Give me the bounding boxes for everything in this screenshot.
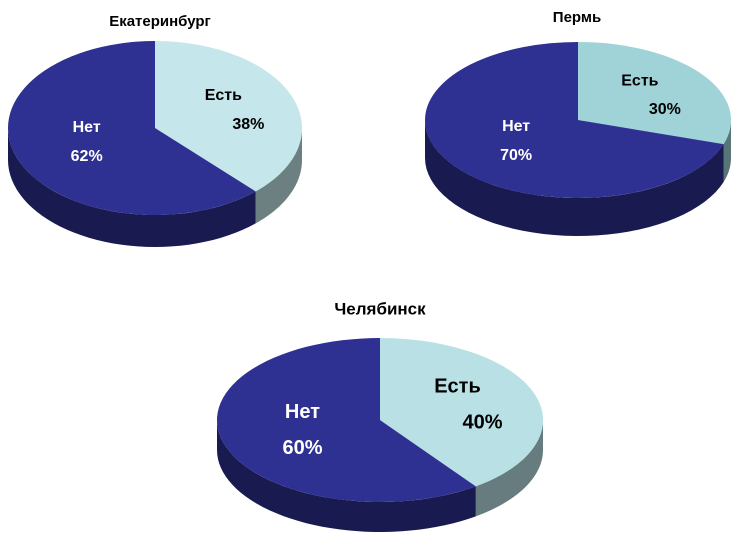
pie-slice <box>7 41 256 215</box>
slice-category-label: Есть <box>621 72 658 89</box>
slice-side <box>475 420 543 517</box>
slice-value-label: 62% <box>71 148 103 165</box>
pie-slice <box>578 42 731 145</box>
slice-value-label: 70% <box>500 147 532 164</box>
chart-title: Челябинск <box>334 299 426 318</box>
pie-slice <box>155 41 302 192</box>
slice-value-label: 30% <box>649 101 681 118</box>
pie-slice <box>216 338 476 503</box>
slice-side <box>425 120 724 236</box>
slice-value-label: 60% <box>282 437 322 459</box>
slice-side <box>723 120 731 183</box>
slice-category-label: Нет <box>285 401 320 423</box>
slice-category-label: Нет <box>73 119 101 136</box>
slice-category-label: Нет <box>502 118 530 135</box>
pie-slice <box>380 338 543 487</box>
slice-side <box>255 128 302 224</box>
chart-title: Пермь <box>553 9 601 26</box>
slice-value-label: 40% <box>462 412 502 434</box>
chart-title: Екатеринбург <box>109 13 211 30</box>
slice-side <box>217 420 476 532</box>
slice-category-label: Есть <box>205 87 242 104</box>
slice-side <box>8 128 256 247</box>
slice-category-label: Есть <box>434 376 481 398</box>
pie-slice <box>425 42 724 198</box>
slice-value-label: 38% <box>232 116 264 133</box>
